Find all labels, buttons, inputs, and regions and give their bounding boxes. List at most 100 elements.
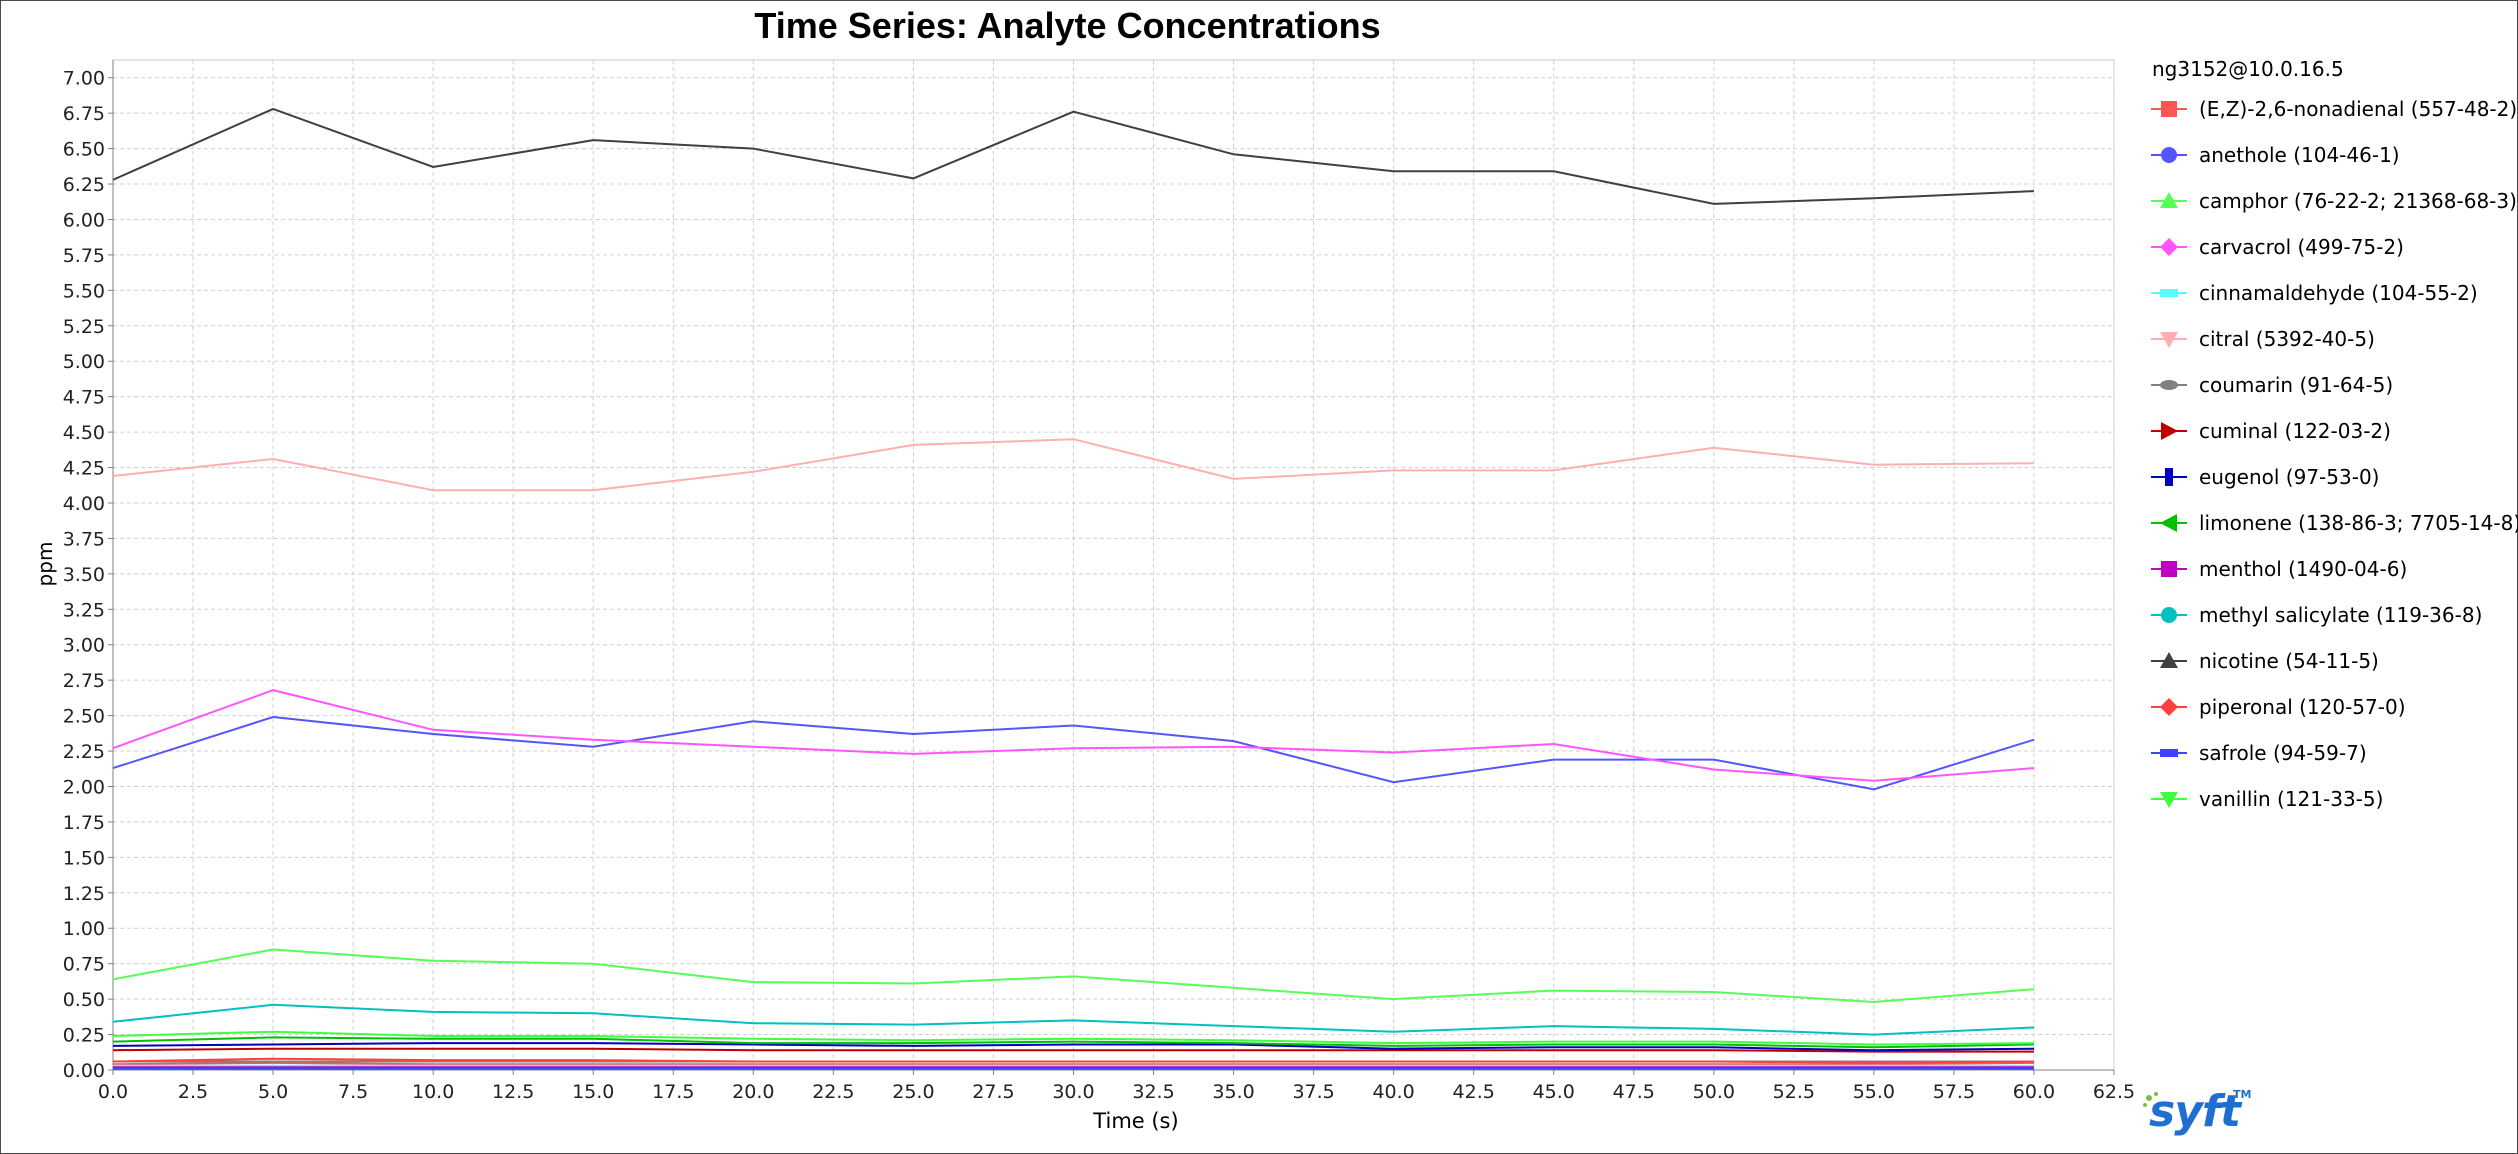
legend-item: eugenol (97-53-0) [2151, 457, 2518, 497]
y-tick-label: 5.25 [63, 316, 105, 338]
legend-item: cuminal (122-03-2) [2151, 411, 2518, 451]
legend-item: limonene (138-86-3; 7705-14-8) [2151, 503, 2518, 543]
legend-item: cinnamaldehyde (104-55-2) [2151, 273, 2518, 313]
series-group [112, 107, 2035, 1070]
legend-item: menthol (1490-04-6) [2151, 549, 2518, 589]
x-tick-label: 5.0 [258, 1081, 288, 1103]
x-tick-label: 17.5 [652, 1081, 694, 1103]
legend-item: piperonal (120-57-0) [2151, 687, 2518, 727]
chart-title: Time Series: Analyte Concentrations [754, 5, 1381, 46]
y-tick-label: 1.25 [63, 883, 105, 905]
y-tick-label: 4.50 [63, 422, 105, 444]
legend-marker-icon [2151, 238, 2187, 256]
y-tick-label: 2.00 [63, 776, 105, 798]
legend-marker-icon [2151, 289, 2187, 297]
y-tick-label: 0.75 [63, 954, 105, 976]
logo-tm: TM [2233, 1088, 2252, 1101]
legend-label: limonene (138-86-3; 7705-14-8) [2199, 511, 2518, 535]
legend-label: methyl salicylate (119-36-8) [2199, 603, 2483, 627]
legend-marker-icon [2151, 749, 2187, 757]
x-tick-label: 47.5 [1613, 1081, 1655, 1103]
legend-marker-icon [2151, 514, 2187, 532]
legend-item: citral (5392-40-5) [2151, 319, 2518, 359]
x-tick-label: 55.0 [1853, 1081, 1895, 1103]
legend-label: piperonal (120-57-0) [2199, 695, 2406, 719]
y-tick-label: 1.00 [63, 918, 105, 940]
series-line [112, 689, 2035, 782]
y-tick-label: 1.50 [63, 847, 105, 869]
legend-label: safrole (94-59-7) [2199, 741, 2367, 765]
y-tick-label: 4.75 [63, 387, 105, 409]
ticks: 0.00 0.25 0.50 0.75 1.00 1.25 1.50 1.75 2.00 2.25… [63, 68, 2135, 1103]
legend-item: coumarin (91-64-5) [2151, 365, 2518, 405]
y-tick-label: 6.75 [63, 103, 105, 125]
x-tick-label: 45.0 [1533, 1081, 1575, 1103]
y-tick-label: 4.25 [63, 458, 105, 480]
legend-label: anethole (104-46-1) [2199, 143, 2400, 167]
y-tick-label: 2.75 [63, 670, 105, 692]
y-tick-label: 5.00 [63, 351, 105, 373]
legend-marker-icon [2151, 561, 2187, 577]
y-tick-label: 0.00 [63, 1060, 105, 1082]
x-tick-label: 0.0 [98, 1081, 128, 1103]
legend-item: carvacrol (499-75-2) [2151, 227, 2518, 267]
legend-marker-icon [2151, 422, 2187, 440]
y-tick-label: 5.50 [63, 280, 105, 302]
y-tick-label: 1.75 [63, 812, 105, 834]
y-tick-label: 3.50 [63, 564, 105, 586]
legend-item: methyl salicylate (119-36-8) [2151, 595, 2518, 635]
legend-label: cuminal (122-03-2) [2199, 419, 2391, 443]
x-tick-label: 20.0 [732, 1081, 774, 1103]
legend-marker-icon [2151, 192, 2187, 208]
legend-marker-icon [2151, 792, 2187, 808]
x-tick-label: 22.5 [812, 1081, 854, 1103]
logo-text: syft [2149, 1086, 2241, 1137]
legend-item: (E,Z)-2,6-nonadienal (557-48-2) [2151, 89, 2518, 129]
legend-item: camphor (76-22-2; 21368-68-3) [2151, 181, 2518, 221]
grid [112, 60, 2115, 1071]
series-line [112, 1003, 2035, 1036]
x-tick-label: 35.0 [1212, 1081, 1254, 1103]
legend-item: vanillin (121-33-5) [2151, 779, 2518, 819]
legend-label: menthol (1490-04-6) [2199, 557, 2408, 581]
y-tick-label: 0.50 [63, 989, 105, 1011]
legend-marker-icon [2151, 332, 2187, 348]
legend-label: citral (5392-40-5) [2199, 327, 2375, 351]
series-line [112, 948, 2035, 1004]
y-tick-label: 4.00 [63, 493, 105, 515]
legend-marker-icon [2151, 380, 2187, 390]
y-tick-label: 3.75 [63, 528, 105, 550]
series-line [112, 1061, 2035, 1066]
y-tick-label: 2.50 [63, 706, 105, 728]
legend-label: coumarin (91-64-5) [2199, 373, 2394, 397]
legend-label: camphor (76-22-2; 21368-68-3) [2199, 189, 2517, 213]
legend-label: vanillin (121-33-5) [2199, 787, 2384, 811]
x-tick-label: 7.5 [338, 1081, 368, 1103]
legend-marker-icon [2151, 698, 2187, 716]
plot-area [112, 59, 2115, 1071]
series-line [112, 107, 2035, 205]
y-tick-label: 2.25 [63, 741, 105, 763]
x-tick-label: 40.0 [1372, 1081, 1414, 1103]
y-tick-label: 6.25 [63, 174, 105, 196]
y-tick-label: 6.50 [63, 139, 105, 161]
x-tick-label: 30.0 [1052, 1081, 1094, 1103]
x-tick-label: 32.5 [1132, 1081, 1174, 1103]
x-tick-label: 10.0 [412, 1081, 454, 1103]
x-tick-label: 15.0 [572, 1081, 614, 1103]
x-tick-label: 60.0 [2013, 1081, 2055, 1103]
y-tick-label: 5.75 [63, 245, 105, 267]
x-tick-label: 37.5 [1292, 1081, 1334, 1103]
legend-label: (E,Z)-2,6-nonadienal (557-48-2) [2199, 97, 2518, 121]
series-line [112, 1047, 2034, 1053]
series-line [112, 1042, 2035, 1052]
legend-marker-icon [2151, 147, 2187, 163]
x-tick-label: 57.5 [1933, 1081, 1975, 1103]
x-tick-label: 25.0 [892, 1081, 934, 1103]
series-line [112, 438, 2035, 492]
y-tick-label: 7.00 [63, 68, 105, 90]
y-axis-label: ppm [33, 541, 57, 587]
x-tick-label: 52.5 [1773, 1081, 1815, 1103]
legend-title: ng3152@10.0.16.5 [2152, 57, 2344, 81]
